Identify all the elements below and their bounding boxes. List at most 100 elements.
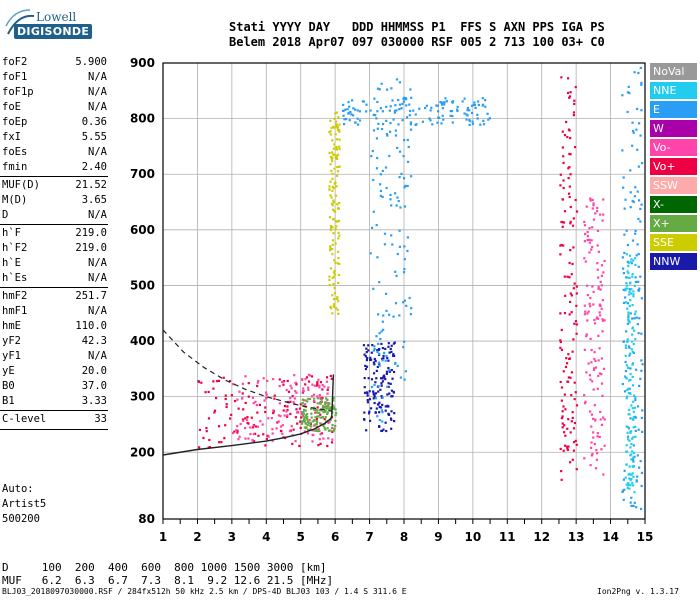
echo-dot (382, 357, 385, 360)
echo-dot (589, 296, 592, 300)
echo-dot (444, 97, 447, 100)
echo-dot (386, 385, 389, 389)
echo-dot (376, 156, 379, 160)
echo-dot (408, 103, 411, 106)
echo-dot (639, 134, 642, 137)
echo-dot (372, 113, 375, 116)
echo-dot (449, 110, 452, 113)
echo-dot (473, 101, 476, 104)
echo-dot (637, 280, 640, 283)
echo-dot (562, 179, 565, 182)
echo-dot (375, 223, 378, 227)
echo-dot (466, 106, 470, 110)
echo-dot (563, 424, 566, 427)
echo-dot (477, 103, 481, 107)
echo-dot (631, 144, 634, 147)
echo-dot (631, 363, 634, 366)
echo-dot (573, 381, 576, 384)
echo-dot (561, 426, 564, 429)
echo-dot (334, 133, 337, 136)
echo-dot (314, 423, 317, 426)
echo-dot (564, 294, 567, 297)
echo-dot (387, 385, 390, 388)
echo-dot (316, 406, 319, 409)
echo-dot (456, 108, 459, 111)
echo-dot (329, 133, 332, 136)
echo-dot (329, 163, 332, 166)
echo-dot (299, 403, 302, 406)
echo-dot (584, 400, 587, 403)
echo-dot (300, 422, 304, 425)
echo-dot (376, 313, 380, 316)
echo-dot (573, 99, 576, 102)
echo-dot (562, 405, 565, 408)
echo-dot (326, 412, 329, 416)
echo-dot (634, 263, 637, 267)
echo-dot (630, 473, 633, 477)
echo-dot (275, 427, 278, 430)
param-value: 20.0 (81, 365, 107, 377)
echo-dot (334, 227, 337, 231)
echo-dot (410, 175, 413, 178)
echo-dot (331, 159, 334, 163)
echo-dot (628, 439, 631, 442)
echo-dot (300, 421, 304, 424)
echo-dot (301, 378, 304, 381)
echo-dot (585, 335, 588, 338)
echo-dot (636, 190, 639, 193)
echo-dot (600, 357, 604, 360)
echo-dot (303, 416, 306, 419)
echo-dot (212, 380, 215, 383)
echo-dot (336, 296, 339, 299)
echo-dot (624, 375, 627, 378)
echo-dot (331, 243, 334, 246)
echo-dot (625, 229, 628, 232)
echo-dot (259, 420, 262, 423)
echo-dot (361, 100, 364, 103)
echo-dot (375, 369, 378, 372)
echo-dot (633, 501, 636, 504)
echo-dot (230, 413, 233, 416)
echo-dot (406, 236, 410, 239)
echo-dot (234, 399, 237, 403)
param-value: N/A (88, 71, 107, 83)
echo-dot (333, 117, 336, 120)
echo-dot (244, 375, 247, 378)
echo-dot (575, 332, 578, 335)
echo-dot (559, 380, 562, 384)
echo-dot (305, 416, 309, 419)
echo-dot (596, 435, 599, 438)
echo-dot (400, 107, 403, 110)
echo-dot (358, 110, 361, 113)
echo-dot (631, 481, 634, 484)
echo-dot (628, 387, 631, 390)
echo-dot (566, 275, 569, 278)
echo-dot (627, 313, 630, 317)
echo-dot (409, 313, 412, 316)
echo-dot (622, 478, 626, 481)
echo-dot (356, 117, 359, 120)
param-name: yE (2, 365, 15, 377)
echo-dot (568, 165, 571, 169)
echo-dot (621, 94, 624, 97)
echo-dot (639, 220, 642, 223)
echo-dot (407, 145, 410, 149)
echo-dot (377, 348, 380, 352)
header-fields-row: Stati YYYY DAY DDD HHMMSS P1 FFS S AXN P… (229, 20, 605, 34)
echo-dot (332, 147, 335, 150)
echo-dot (600, 373, 603, 376)
echo-dot (386, 393, 389, 396)
echo-dot (451, 100, 455, 103)
echo-dot (476, 117, 479, 120)
echo-dot (442, 118, 445, 121)
echo-dot (466, 109, 469, 112)
echo-dot (282, 409, 285, 412)
echo-dot (627, 271, 630, 275)
echo-dot (621, 149, 624, 152)
echo-dot (629, 431, 632, 434)
echo-dot (559, 339, 562, 342)
echo-dot (236, 425, 239, 428)
echo-dot (592, 417, 595, 420)
echo-dot (301, 402, 304, 405)
echo-dot (213, 411, 216, 414)
